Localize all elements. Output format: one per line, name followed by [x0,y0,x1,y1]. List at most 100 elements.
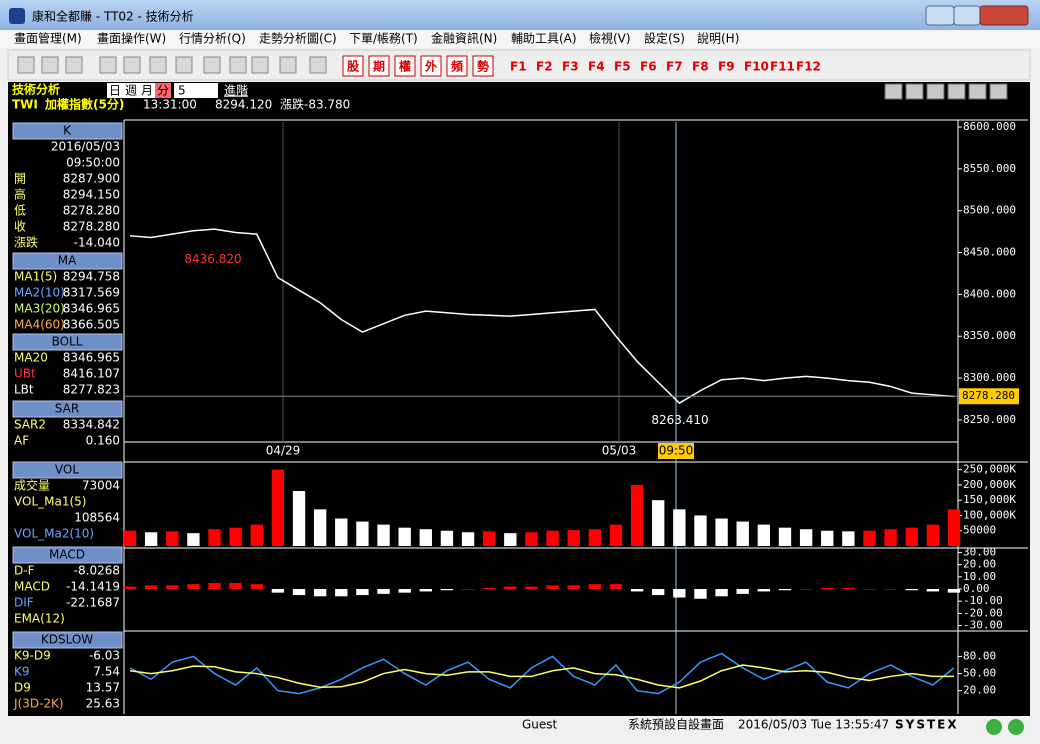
indicator-value: 8346.965 [63,351,120,365]
chart-tool[interactable] [905,83,924,100]
panel-header [12,333,123,351]
bar [398,589,411,593]
indicator-label: AF [14,434,29,448]
chart-area [8,82,1030,716]
bar [525,532,538,546]
indicator-value: 8278.280 [63,220,120,234]
function-key[interactable]: F9 [718,60,735,74]
bar [863,589,876,590]
bar [123,530,137,546]
chart-tool[interactable] [884,83,903,100]
bar [652,500,665,546]
market-button[interactable] [368,55,390,77]
indicator-value: -14.1419 [66,580,120,594]
function-key[interactable]: F5 [614,60,631,74]
interval-select[interactable] [174,83,218,98]
bar [144,532,158,546]
tool-icon[interactable] [251,56,269,74]
bar [208,582,221,589]
tool-icon[interactable] [279,56,297,74]
bar [905,527,918,546]
y-tick-label: 8250.000 [963,413,1016,426]
indicator-label: 高 [14,187,26,202]
function-key[interactable]: F6 [640,60,657,74]
indicator-value: 8366.505 [63,318,120,332]
function-key[interactable]: F11 [770,60,795,74]
market-button[interactable] [394,55,416,77]
tool-icon[interactable] [41,56,59,74]
menu-item[interactable]: 檢視(V) [589,31,631,46]
tool-icon[interactable] [99,56,117,74]
tool-icon[interactable] [123,56,141,74]
bar [588,529,602,546]
bar [187,584,200,589]
chart-tool[interactable] [989,83,1008,100]
function-key[interactable]: F2 [536,60,553,74]
function-key[interactable]: F10 [744,60,769,74]
menu-item[interactable]: 畫面管理(M) [14,31,82,46]
maximize-button[interactable] [953,5,981,26]
interval-value: 5 [178,84,186,98]
chart-tool[interactable] [968,83,987,100]
tool-icon[interactable] [203,56,221,74]
advanced-link[interactable]: 進階 [224,83,248,98]
indicator-label: MA2(10) [14,286,65,300]
panel-header-label: K [63,124,72,138]
function-key[interactable]: F3 [562,60,579,74]
bar [292,491,306,546]
menu-item[interactable]: 行情分析(Q) [179,32,246,46]
tool-icon[interactable] [65,56,83,74]
close-button[interactable] [979,5,1029,26]
status-text: Guest [522,718,558,732]
bar [926,524,940,546]
market-button[interactable] [446,55,468,77]
menu-item[interactable]: 設定(S) [644,31,685,46]
tool-icon[interactable] [149,56,167,74]
market-button-label: 外 [425,59,437,74]
panel-header [12,546,123,564]
function-key[interactable]: F1 [510,60,527,74]
y-tick-label: 30.00 [963,545,996,558]
bar [694,515,707,546]
menu-item[interactable]: 畫面操作(W) [97,31,166,46]
tool-icon[interactable] [229,56,247,74]
function-key[interactable]: F12 [796,60,821,74]
bar [504,586,517,589]
menu-item[interactable]: 輔助工具(A) [511,32,577,46]
menu-item[interactable]: 走勢分析圖(C) [259,31,337,46]
market-button[interactable] [342,55,364,77]
indicator-value: 8294.758 [63,270,120,284]
tool-icon[interactable] [175,56,193,74]
bar [947,589,961,593]
chart-tool[interactable] [926,83,945,100]
market-button-label: 股 [347,59,360,74]
period-button[interactable] [123,83,139,98]
indicator-label: MA1(5) [14,270,57,284]
menu-item[interactable]: 下單/帳務(T) [349,32,418,46]
market-button[interactable] [420,55,442,77]
bar [630,589,644,592]
indicator-label: K9-D9 [14,649,51,663]
market-button[interactable] [472,55,494,77]
tool-icon[interactable] [17,56,35,74]
menu-item[interactable]: 金融資訊(N) [431,31,497,46]
view-title: 技術分析 [12,82,60,97]
period-button[interactable] [107,83,123,98]
bar [736,521,749,546]
tool-icon[interactable] [309,56,327,74]
function-key[interactable]: F7 [666,60,683,74]
bar [377,589,390,594]
function-key[interactable]: F4 [588,60,605,74]
menu-item[interactable]: 說明(H) [697,31,739,46]
indicator-label: LBt [14,383,34,397]
period-button[interactable] [139,83,155,98]
minimize-button[interactable] [925,5,955,26]
chart-tool[interactable] [947,83,966,100]
function-key[interactable]: F8 [692,60,709,74]
period-label: 月 [141,84,153,98]
indicator-value: 8346.965 [63,302,120,316]
indicator-label: MA3(20) [14,302,65,316]
y-tick-label: 8400.000 [963,287,1016,300]
period-button[interactable] [155,83,171,98]
